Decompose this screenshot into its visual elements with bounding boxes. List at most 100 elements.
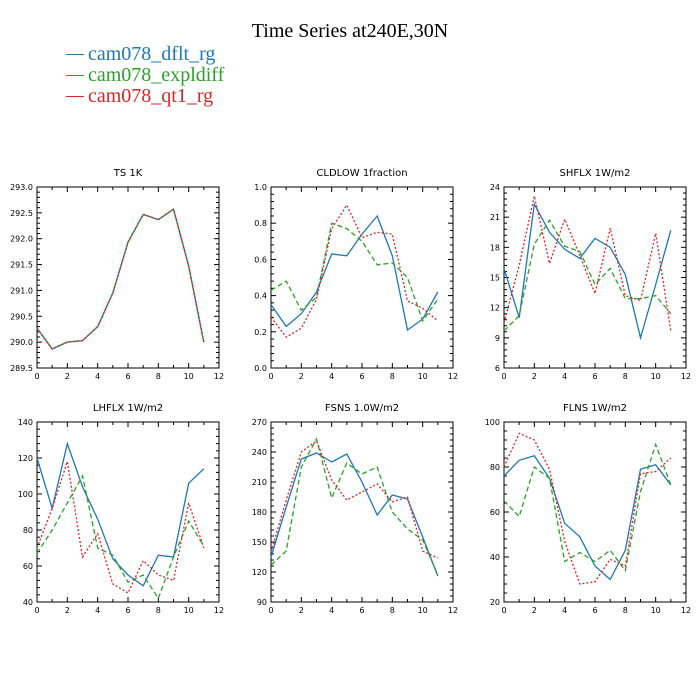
chart-1-x-tick-label: 12 xyxy=(214,372,224,381)
legend-label-dflt: cam078_dflt_rg xyxy=(88,43,216,65)
chart-3-x-tick-label: 8 xyxy=(623,372,628,381)
chart-1-x-tick-label: 4 xyxy=(95,372,100,381)
chart-1-y-tick-label: 292.5 xyxy=(10,209,33,218)
chart-6-title: FLNS 1W/m2 xyxy=(563,403,627,414)
chart-1-series-cam078-expldiff xyxy=(36,208,205,350)
legend-label-expldiff: cam078_expldiff xyxy=(88,64,225,86)
chart-3-series-cam078-expldiff xyxy=(503,218,672,332)
chart-3-frame xyxy=(503,186,687,369)
chart-3-x-tick-label: 10 xyxy=(651,372,661,381)
chart-5-series-cam078-dflt-rg xyxy=(270,452,439,577)
chart-6-series-cam078-dflt-rg xyxy=(503,455,672,581)
chart-4-x-tick-label: 0 xyxy=(34,606,39,615)
chart-4-y-tick-label: 80 xyxy=(23,526,33,535)
legend-entry-dflt: cam078_dflt_rg xyxy=(66,44,224,65)
chart-3-x-tick-label: 6 xyxy=(592,372,597,381)
chart-3-y-tick-label: 18 xyxy=(490,243,500,252)
chart-1-series-cam078-qt1-rg xyxy=(36,208,205,350)
chart-1-x-tick-label: 8 xyxy=(156,372,161,381)
chart-2-y-tick-label: 0.6 xyxy=(254,255,267,264)
chart-6-x-tick-label: 0 xyxy=(501,606,506,615)
figure-title: Time Series at240E,30N xyxy=(251,20,449,42)
chart-1-x-tick-label: 2 xyxy=(65,372,70,381)
chart-3-x-tick-label: 2 xyxy=(532,372,537,381)
chart-6-x-tick-label: 4 xyxy=(562,606,567,615)
chart-1-y-tick-label: 293.0 xyxy=(10,183,33,192)
chart-5-series-cam078-qt1-rg xyxy=(270,439,439,559)
chart-2-y-tick-label: 0.8 xyxy=(254,219,267,228)
legend-swatch-qt1 xyxy=(66,96,84,97)
legend: cam078_dflt_rg cam078_expldiff cam078_qt… xyxy=(66,44,224,107)
chart-2-title: CLDLOW 1fraction xyxy=(316,168,407,179)
chart-5-y-tick-label: 90 xyxy=(257,598,267,607)
chart-1-y-tick-label: 291.0 xyxy=(10,286,33,295)
chart-1-y-tick-label: 289.5 xyxy=(10,364,33,373)
chart-4-y-tick-label: 40 xyxy=(23,598,33,607)
chart-2-series-cam078-qt1-rg xyxy=(270,203,439,339)
chart-3-y-tick-label: 6 xyxy=(495,364,500,373)
chart-4-series-cam078-qt1-rg xyxy=(36,461,205,594)
chart-3-y-tick-label: 15 xyxy=(490,274,500,283)
chart-4-y-tick-label: 120 xyxy=(18,454,33,463)
chart-1-x-tick-label: 10 xyxy=(184,372,194,381)
chart-5-x-tick-label: 4 xyxy=(329,606,334,615)
chart-6-frame xyxy=(503,421,687,603)
chart-3-series-cam078-qt1-rg xyxy=(503,195,672,331)
chart-2-series-cam078-expldiff xyxy=(270,222,439,323)
chart-4-title: LHFLX 1W/m2 xyxy=(93,403,163,414)
chart-5-title: FSNS 1.0W/m2 xyxy=(325,403,399,414)
chart-3-y-tick-label: 24 xyxy=(490,183,500,192)
chart-5-y-tick-label: 240 xyxy=(252,448,267,457)
chart-5-y-tick-label: 150 xyxy=(252,538,267,547)
chart-4-series-cam078-expldiff xyxy=(36,474,205,600)
chart-5-y-tick-label: 270 xyxy=(252,418,267,427)
chart-6-x-tick-label: 10 xyxy=(651,606,661,615)
chart-1-y-tick-label: 292.0 xyxy=(10,235,33,244)
chart-4-x-tick-label: 8 xyxy=(156,606,161,615)
legend-entry-expldiff: cam078_expldiff xyxy=(66,65,224,86)
chart-2-y-tick-label: 0.4 xyxy=(254,292,267,301)
chart-3-x-tick-label: 0 xyxy=(501,372,506,381)
chart-5-y-tick-label: 180 xyxy=(252,508,267,517)
chart-2-y-tick-label: 0.0 xyxy=(254,364,267,373)
chart-3-y-tick-label: 12 xyxy=(490,304,500,313)
chart-3-x-tick-label: 12 xyxy=(681,372,691,381)
chart-2-x-tick-label: 8 xyxy=(390,372,395,381)
chart-6-series-cam078-expldiff xyxy=(503,442,672,573)
chart-2-x-tick-label: 4 xyxy=(329,372,334,381)
chart-4-x-tick-label: 4 xyxy=(95,606,100,615)
chart-6-x-tick-label: 2 xyxy=(532,606,537,615)
chart-6-y-tick-label: 60 xyxy=(490,508,500,517)
chart-2-x-tick-label: 6 xyxy=(359,372,364,381)
chart-1-y-tick-label: 290.0 xyxy=(10,338,33,347)
chart-2-x-tick-label: 0 xyxy=(268,372,273,381)
legend-label-qt1: cam078_qt1_rg xyxy=(88,85,214,107)
chart-6-series-cam078-qt1-rg xyxy=(503,432,672,585)
chart-1-x-tick-label: 0 xyxy=(34,372,39,381)
chart-5-y-tick-label: 210 xyxy=(252,478,267,487)
chart-5-series-cam078-expldiff xyxy=(270,437,439,576)
chart-2-y-tick-label: 1.0 xyxy=(254,183,267,192)
chart-1-y-tick-label: 291.5 xyxy=(10,261,33,270)
chart-1-x-tick-label: 6 xyxy=(125,372,130,381)
chart-5-frame xyxy=(270,421,454,603)
chart-1-y-tick-label: 290.5 xyxy=(10,312,33,321)
chart-4-x-tick-label: 10 xyxy=(184,606,194,615)
chart-4-x-tick-label: 2 xyxy=(65,606,70,615)
chart-2-x-tick-label: 2 xyxy=(299,372,304,381)
chart-4-x-tick-label: 6 xyxy=(125,606,130,615)
chart-5-x-tick-label: 8 xyxy=(390,606,395,615)
chart-3-y-tick-label: 9 xyxy=(495,334,500,343)
chart-6-y-tick-label: 40 xyxy=(490,553,500,562)
chart-2-x-tick-label: 12 xyxy=(448,372,458,381)
chart-6-x-tick-label: 12 xyxy=(681,606,691,615)
chart-4-y-tick-label: 60 xyxy=(23,562,33,571)
chart-1-frame xyxy=(36,186,220,369)
chart-6-x-tick-label: 6 xyxy=(592,606,597,615)
chart-2-y-tick-label: 0.2 xyxy=(254,328,267,337)
chart-2-x-tick-label: 10 xyxy=(418,372,428,381)
chart-6-x-tick-label: 8 xyxy=(623,606,628,615)
chart-2-series-cam078-dflt-rg xyxy=(270,214,439,332)
chart-3-x-tick-label: 4 xyxy=(562,372,567,381)
